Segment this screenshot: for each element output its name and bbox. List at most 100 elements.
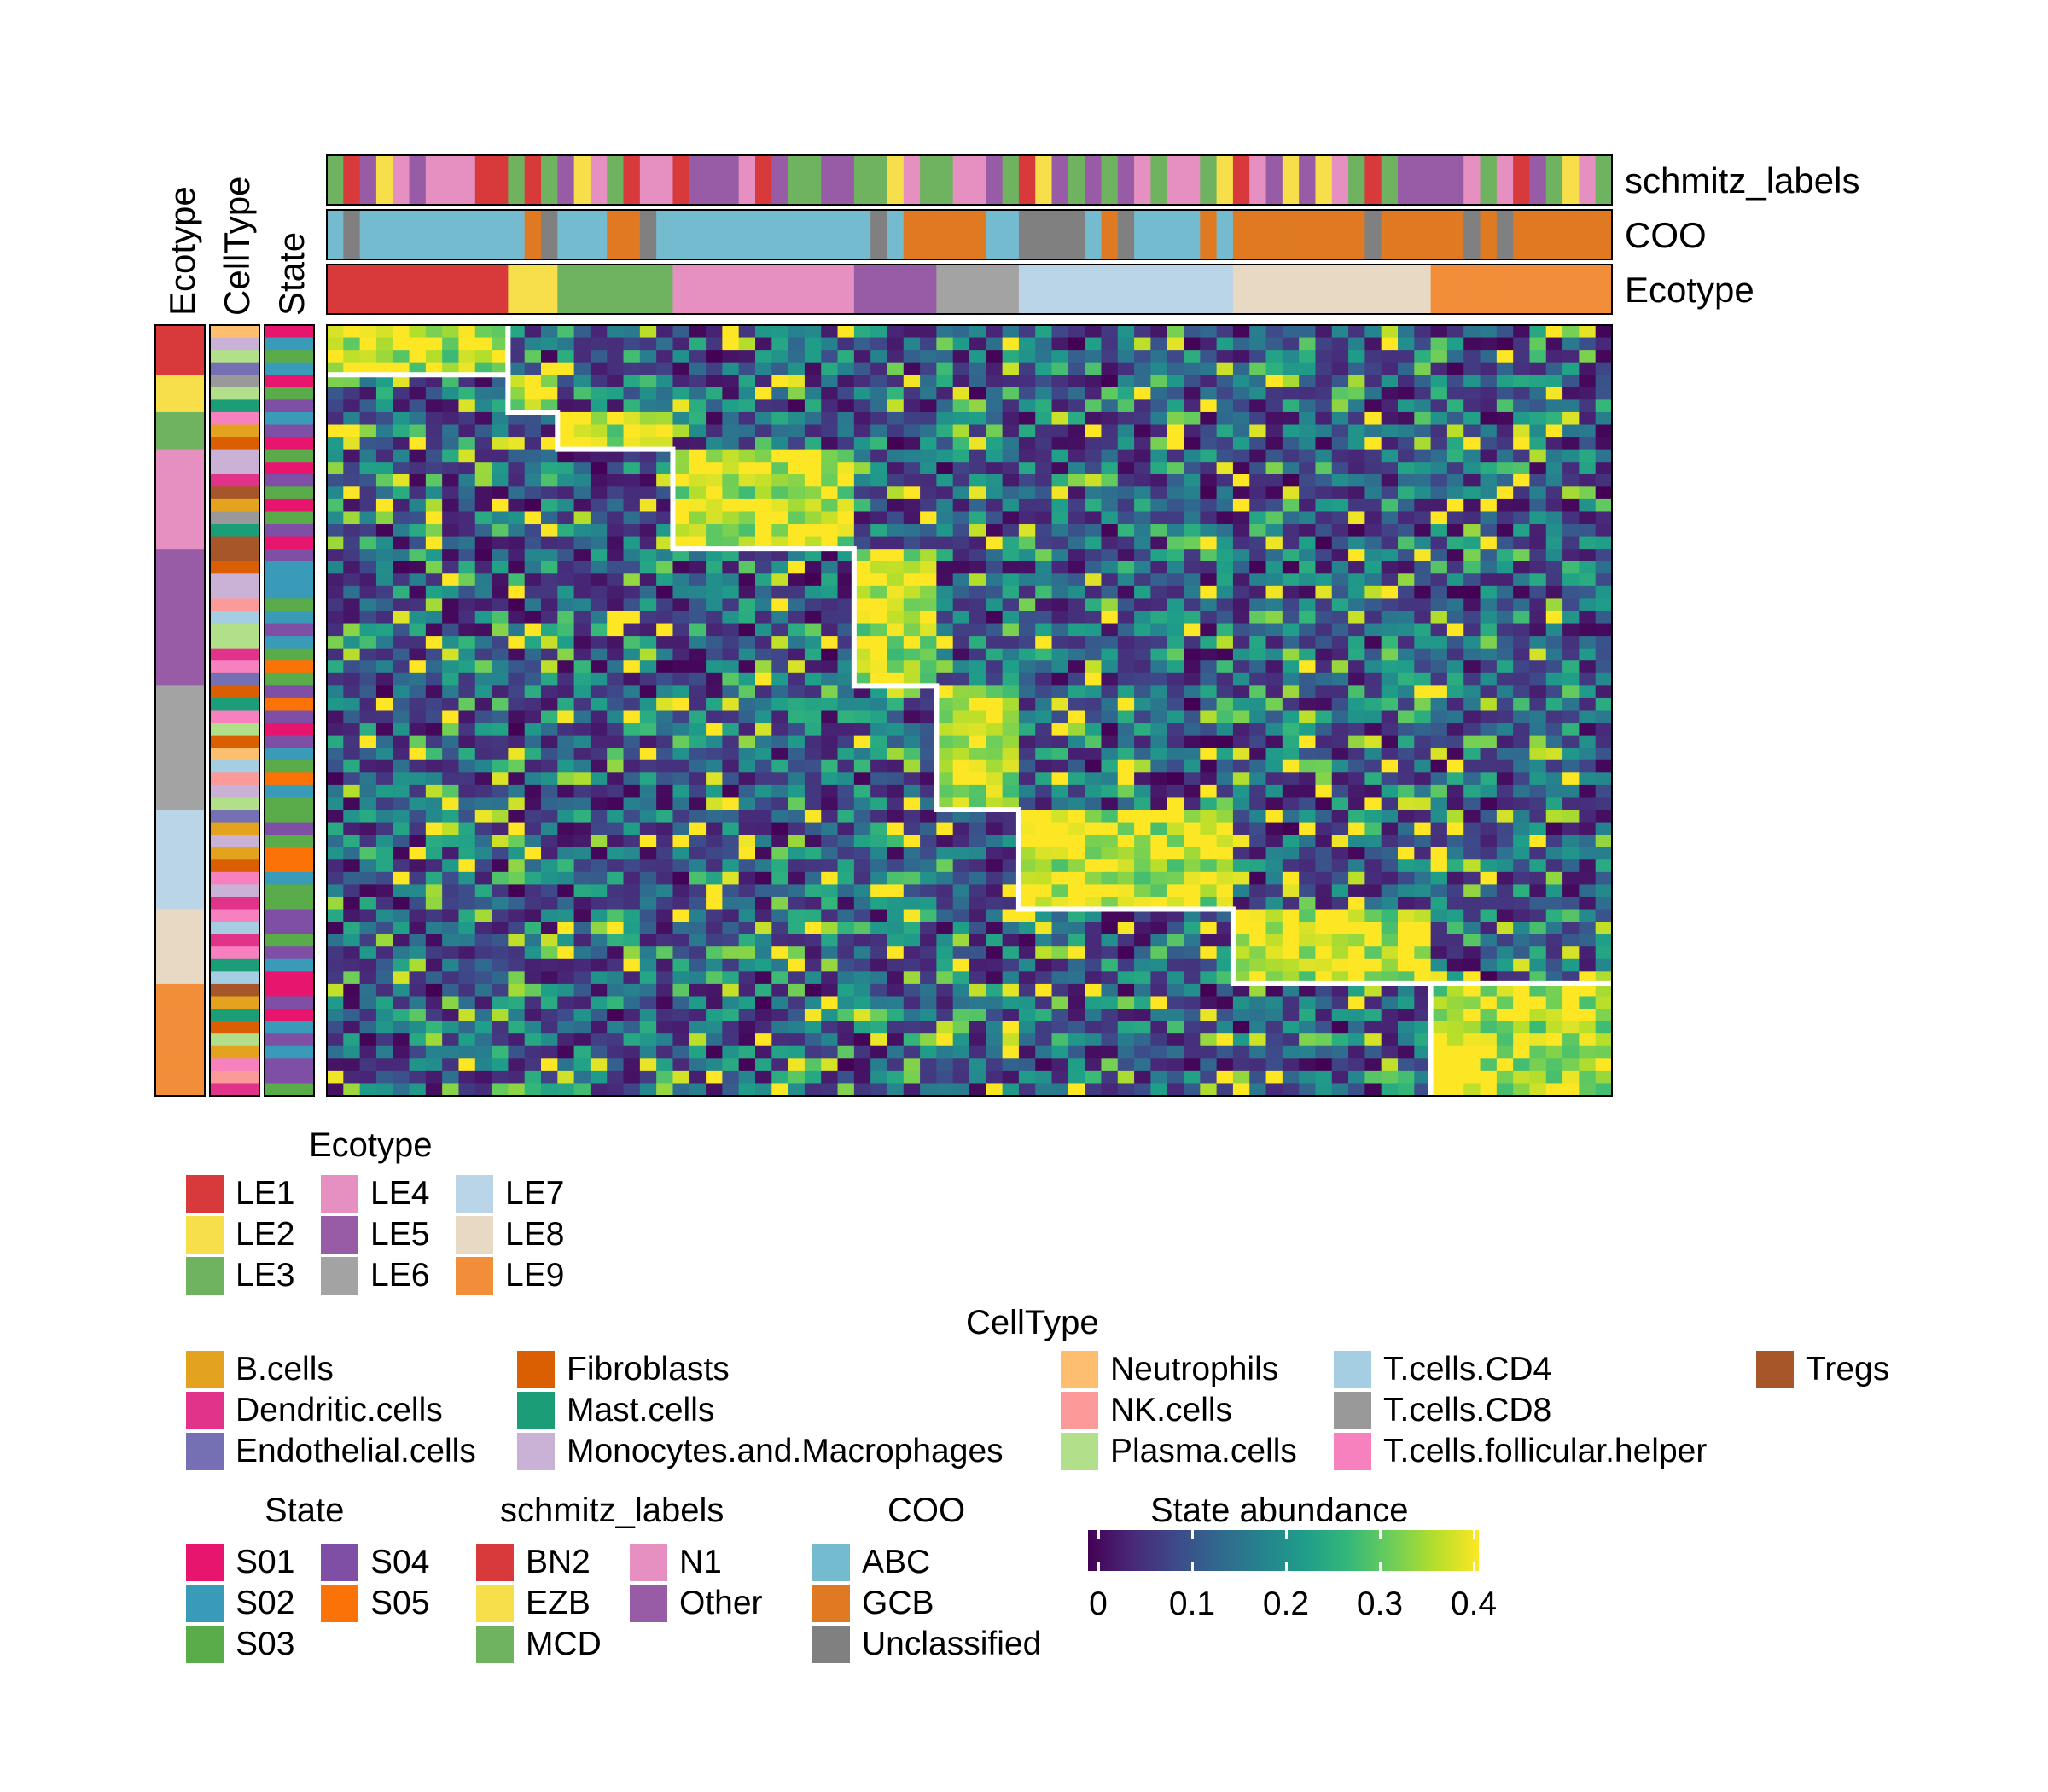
heatmap-cell	[969, 350, 986, 364]
heatmap-cell	[821, 524, 839, 538]
heatmap-cell	[1035, 362, 1053, 375]
heatmap-cell	[788, 524, 806, 538]
heatmap-cell	[1232, 498, 1250, 513]
heatmap-cell	[1051, 797, 1069, 811]
heatmap-cell	[1035, 971, 1053, 985]
heatmap-cell	[1529, 835, 1547, 848]
heatmap-cell	[952, 462, 970, 475]
heatmap-cell	[920, 337, 937, 351]
heatmap-cell	[986, 909, 1004, 922]
heatmap-cell	[1364, 922, 1382, 935]
heatmap-cell	[1430, 822, 1448, 835]
heatmap-cell	[689, 648, 707, 661]
heatmap-cell	[1364, 610, 1382, 625]
heatmap-cell	[1364, 946, 1382, 960]
heatmap-cell	[1232, 424, 1250, 438]
heatmap-cell	[887, 996, 905, 1009]
col-ecotype-cell	[1446, 265, 1464, 314]
heatmap-cell	[1381, 934, 1399, 947]
heatmap-cell	[1249, 672, 1267, 686]
heatmap-cell	[1085, 847, 1103, 860]
heatmap-cell	[623, 636, 641, 649]
heatmap-cell	[722, 350, 740, 364]
heatmap-cell	[920, 325, 937, 339]
heatmap-cell	[343, 884, 361, 898]
heatmap-cell	[573, 561, 591, 574]
col-schmitz-cell	[887, 155, 905, 205]
heatmap-cell	[1134, 462, 1151, 475]
heatmap-cell	[1529, 573, 1547, 587]
heatmap-cell	[1167, 474, 1184, 487]
heatmap-cell	[458, 573, 476, 587]
heatmap-cell	[442, 486, 460, 500]
heatmap-cell	[590, 399, 608, 413]
heatmap-cell	[656, 934, 674, 947]
heatmap-cell	[425, 996, 443, 1009]
heatmap-cell	[722, 971, 740, 985]
heatmap-cell	[1035, 871, 1053, 885]
heatmap-cell	[1117, 996, 1135, 1009]
col-schmitz-cell	[738, 155, 756, 205]
heatmap-cell	[1134, 623, 1151, 637]
heatmap-cell	[821, 983, 839, 998]
heatmap-cell	[508, 1045, 526, 1059]
heatmap-cell	[623, 498, 641, 513]
heatmap-cell	[623, 723, 641, 736]
heatmap-cell	[1117, 524, 1135, 538]
heatmap-cell	[706, 896, 723, 911]
row-ecotype-cell	[155, 958, 205, 972]
heatmap-cell	[442, 1033, 460, 1047]
heatmap-cell	[952, 648, 970, 661]
heatmap-cell	[1315, 958, 1333, 972]
heatmap-cell	[557, 685, 575, 699]
heatmap-cell	[1529, 772, 1547, 786]
heatmap-cell	[1200, 375, 1218, 388]
heatmap-cell	[771, 561, 789, 574]
row-state-cell	[265, 636, 314, 649]
heatmap-cell	[1414, 697, 1432, 712]
heatmap-cell	[1529, 387, 1547, 400]
heatmap-cell	[1446, 723, 1464, 736]
heatmap-cell	[1051, 486, 1069, 500]
heatmap-cell	[541, 748, 558, 761]
heatmap-cell	[1101, 996, 1119, 1009]
heatmap-cell	[788, 474, 806, 487]
col-schmitz-cell	[1595, 155, 1613, 205]
heatmap-cell	[573, 362, 591, 375]
heatmap-cell	[689, 337, 707, 351]
heatmap-cell	[1331, 685, 1349, 699]
heatmap-cell	[474, 710, 492, 724]
heatmap-cells	[327, 325, 1613, 1097]
heatmap-cell	[1348, 424, 1365, 438]
heatmap-cell	[870, 573, 888, 587]
heatmap-cell	[1282, 958, 1300, 972]
heatmap-cell	[755, 375, 772, 388]
heatmap-cell	[1101, 610, 1119, 625]
heatmap-cell	[607, 623, 625, 637]
heatmap-cell	[1381, 648, 1399, 661]
heatmap-cell	[492, 325, 509, 339]
heatmap-cell	[474, 835, 492, 848]
heatmap-cell	[952, 810, 970, 823]
heatmap-cell	[1002, 946, 1020, 960]
heatmap-cell	[1414, 1033, 1432, 1047]
heatmap-cell	[1562, 636, 1580, 649]
heatmap-cell	[837, 561, 855, 574]
heatmap-cell	[1232, 710, 1250, 724]
heatmap-cell	[1348, 884, 1365, 898]
heatmap-cell	[425, 375, 443, 388]
heatmap-cell	[1085, 922, 1103, 935]
heatmap-cell	[1480, 474, 1498, 487]
heatmap-cell	[1134, 810, 1151, 823]
heatmap-cell	[1364, 511, 1382, 525]
heatmap-cell	[327, 859, 344, 873]
heatmap-cell	[837, 909, 855, 922]
row-celltype-cell	[210, 399, 259, 413]
col-ecotype-cell	[442, 265, 460, 314]
heatmap-cell	[1216, 387, 1234, 400]
heatmap-cell	[821, 735, 839, 748]
heatmap-cell	[1018, 598, 1036, 612]
heatmap-cell	[1364, 498, 1382, 513]
heatmap-cell	[623, 922, 641, 935]
heatmap-cell	[409, 859, 427, 873]
